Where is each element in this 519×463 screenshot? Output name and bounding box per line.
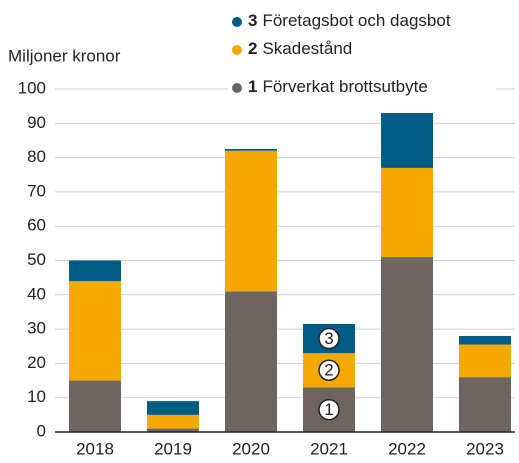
y-tick-label: 90 (27, 113, 46, 132)
bar-segment (147, 428, 199, 432)
bar-segment (69, 281, 121, 381)
bar-segment (69, 380, 121, 432)
y-tick-label: 40 (27, 284, 46, 303)
x-tick-label: 2018 (76, 439, 114, 458)
x-tick-label: 2020 (232, 439, 270, 458)
bar-segment (225, 150, 277, 292)
x-tick-label: 2019 (154, 439, 192, 458)
y-tick-label: 50 (27, 250, 46, 269)
legend-swatch (232, 45, 242, 55)
y-tick-label: 100 (18, 78, 46, 97)
legend-swatch (232, 83, 242, 93)
bar-segment (225, 291, 277, 432)
bar-segment (459, 335, 511, 345)
legend-bg (228, 77, 496, 99)
legend-label: 3 Företagsbot och dagsbot (248, 11, 451, 30)
y-tick-label: 10 (27, 387, 46, 406)
bar-segment (147, 414, 199, 429)
legend-label: 1 Förverkat brottsutbyte (248, 77, 428, 96)
legend-name: Förverkat brottsutbyte (262, 77, 427, 96)
y-tick-label: 80 (27, 147, 46, 166)
legend-name: Skadestånd (262, 39, 352, 58)
legend-number: 3 (248, 11, 257, 30)
y-tick-label: 0 (37, 421, 46, 440)
x-tick-label: 2022 (388, 439, 426, 458)
bar-segment (381, 113, 433, 168)
segment-marker (318, 398, 340, 421)
bar-segment (225, 149, 277, 151)
segment-number: 1 (324, 400, 333, 419)
bar-segment (459, 344, 511, 378)
legend-number: 2 (248, 39, 257, 58)
y-tick-label: 20 (27, 353, 46, 372)
y-tick-label: 60 (27, 216, 46, 235)
y-tick-label: 70 (27, 181, 46, 200)
bar-segment (381, 257, 433, 432)
legend-bg (228, 39, 496, 61)
bar-segment (381, 167, 433, 258)
x-tick-label: 2023 (466, 439, 504, 458)
x-tick-label: 2021 (310, 439, 348, 458)
bar-segment (69, 260, 121, 282)
segment-marker (318, 327, 340, 350)
segment-marker (318, 359, 340, 382)
bar-segment (147, 401, 199, 415)
segment-number: 2 (324, 361, 333, 380)
legend-number: 1 (248, 77, 257, 96)
legend-label: 2 Skadestånd (248, 39, 352, 58)
legend-name: Företagsbot och dagsbot (262, 11, 450, 30)
legend-bg (228, 11, 496, 33)
bar-segment (459, 377, 511, 432)
legend-swatch (232, 17, 242, 27)
segment-number: 3 (324, 329, 333, 348)
y-axis-label: Miljoner kronor (8, 46, 121, 65)
y-tick-label: 30 (27, 319, 46, 338)
